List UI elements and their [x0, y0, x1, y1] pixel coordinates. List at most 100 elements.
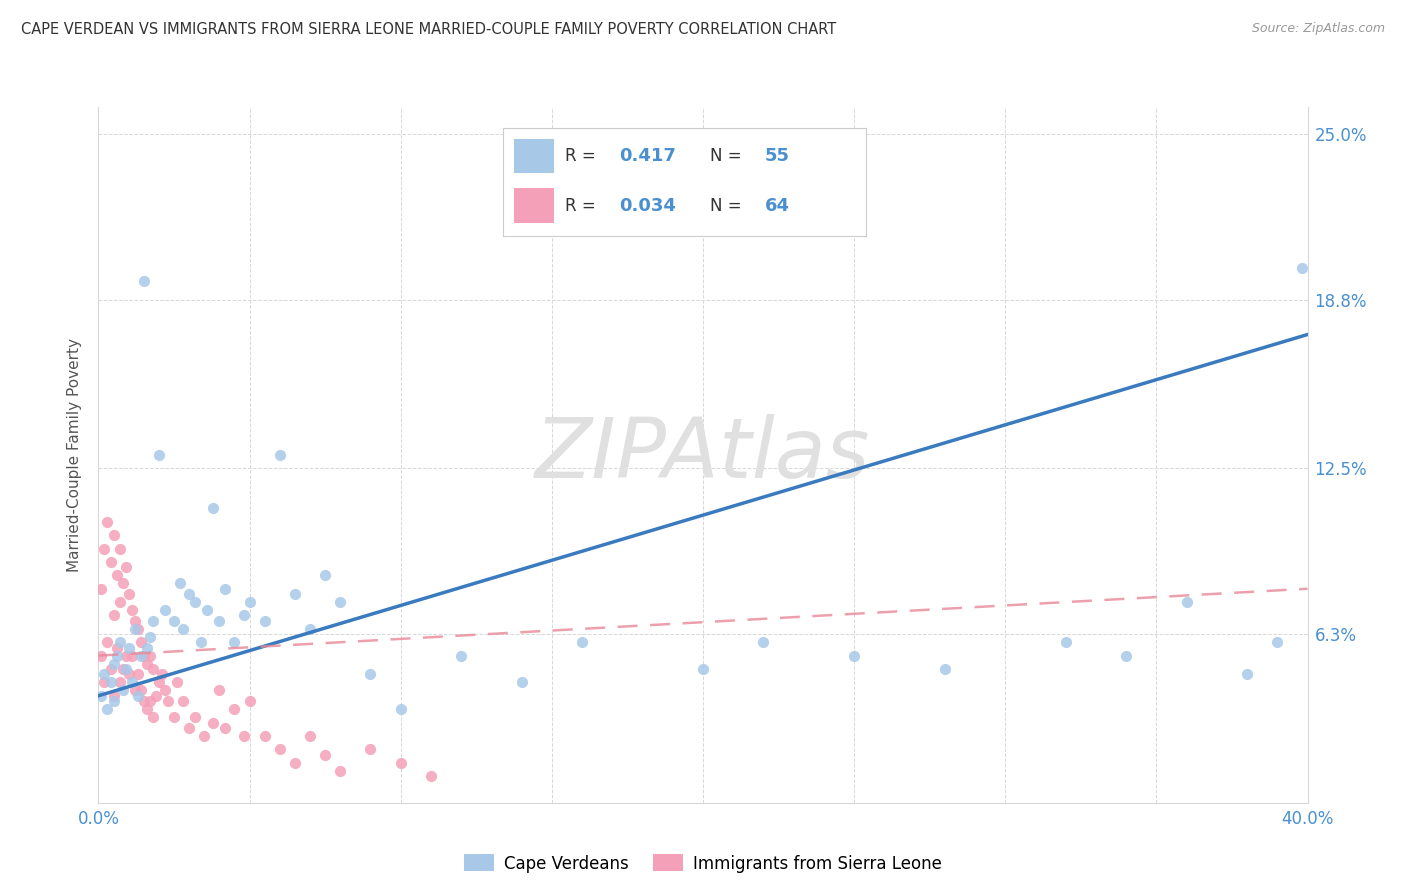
Point	[692, 662, 714, 676]
Point	[510, 675, 533, 690]
Point	[90, 582, 112, 596]
Point	[108, 541, 131, 556]
Point	[314, 747, 336, 762]
Point	[135, 657, 157, 671]
Point	[121, 675, 143, 690]
Point	[132, 694, 155, 708]
Point	[121, 648, 143, 663]
Point	[103, 608, 125, 623]
Point	[1115, 648, 1137, 663]
Point	[179, 587, 201, 601]
Point	[202, 715, 225, 730]
Point	[934, 662, 956, 676]
Point	[179, 721, 201, 735]
Point	[132, 648, 155, 663]
Point	[172, 622, 194, 636]
Point	[190, 635, 212, 649]
Point	[108, 595, 131, 609]
Point	[108, 675, 131, 690]
Legend: Cape Verdeans, Immigrants from Sierra Leone: Cape Verdeans, Immigrants from Sierra Le…	[457, 847, 949, 880]
Point	[269, 448, 291, 462]
Point	[208, 614, 231, 628]
Point	[224, 635, 246, 649]
Point	[232, 608, 254, 623]
Point	[202, 501, 225, 516]
Point	[360, 742, 382, 756]
Text: CAPE VERDEAN VS IMMIGRANTS FROM SIERRA LEONE MARRIED-COUPLE FAMILY POVERTY CORRE: CAPE VERDEAN VS IMMIGRANTS FROM SIERRA L…	[21, 22, 837, 37]
Point	[142, 662, 165, 676]
Point	[114, 648, 136, 663]
Point	[127, 667, 149, 681]
Point	[208, 683, 231, 698]
Point	[420, 769, 443, 783]
Point	[195, 603, 218, 617]
Point	[253, 729, 276, 743]
Point	[148, 448, 170, 462]
Point	[142, 614, 165, 628]
Point	[169, 576, 191, 591]
Point	[114, 662, 136, 676]
Point	[90, 689, 112, 703]
Point	[571, 635, 593, 649]
Point	[193, 729, 215, 743]
Text: ZIPAtlas: ZIPAtlas	[536, 415, 870, 495]
Point	[163, 710, 186, 724]
Point	[389, 756, 412, 770]
Point	[124, 683, 146, 698]
Point	[90, 648, 112, 663]
Point	[96, 702, 118, 716]
Point	[100, 555, 122, 569]
Point	[1175, 595, 1198, 609]
Y-axis label: Married-Couple Family Poverty: Married-Couple Family Poverty	[67, 338, 83, 572]
Point	[129, 648, 152, 663]
Point	[156, 694, 179, 708]
Point	[329, 764, 352, 778]
Point	[214, 582, 236, 596]
Point	[100, 662, 122, 676]
Point	[314, 568, 336, 582]
Point	[224, 702, 246, 716]
Point	[389, 702, 412, 716]
Point	[96, 635, 118, 649]
Point	[1291, 260, 1313, 275]
Point	[135, 640, 157, 655]
Point	[93, 675, 115, 690]
Point	[124, 622, 146, 636]
Point	[299, 729, 322, 743]
Point	[103, 657, 125, 671]
Point	[184, 595, 207, 609]
Point	[93, 541, 115, 556]
Point	[139, 630, 162, 644]
Point	[124, 614, 146, 628]
Point	[284, 756, 307, 770]
Point	[844, 648, 866, 663]
Point	[450, 648, 472, 663]
Point	[1054, 635, 1077, 649]
Point	[103, 528, 125, 542]
Point	[108, 635, 131, 649]
Point	[118, 640, 141, 655]
Point	[93, 667, 115, 681]
Point	[139, 694, 162, 708]
Point	[121, 603, 143, 617]
Point	[239, 595, 262, 609]
Point	[129, 635, 152, 649]
Point	[118, 587, 141, 601]
Point	[214, 721, 236, 735]
Point	[239, 694, 262, 708]
Point	[150, 667, 173, 681]
Point	[96, 515, 118, 529]
Point	[299, 622, 322, 636]
Point	[232, 729, 254, 743]
Point	[105, 640, 128, 655]
Point	[163, 614, 186, 628]
Point	[1267, 635, 1289, 649]
Point	[1236, 667, 1258, 681]
Point	[253, 614, 276, 628]
Point	[184, 710, 207, 724]
Point	[129, 683, 152, 698]
Point	[284, 587, 307, 601]
Point	[139, 648, 162, 663]
Point	[269, 742, 291, 756]
Point	[142, 710, 165, 724]
